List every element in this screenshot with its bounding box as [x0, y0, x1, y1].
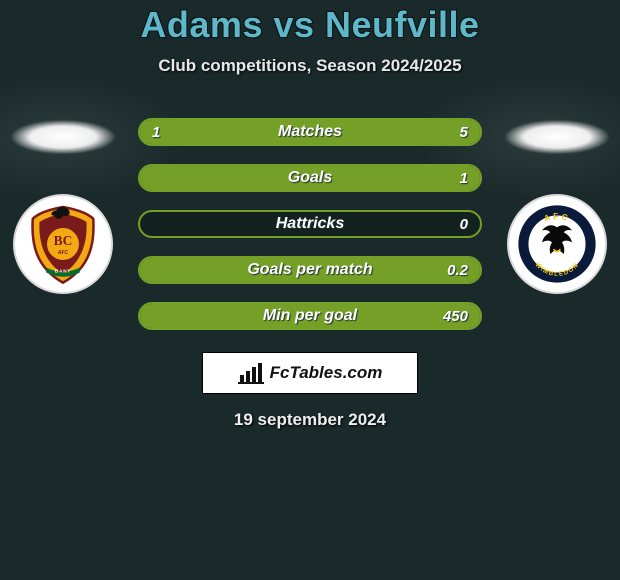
stat-bar: Goals per match0.2 [138, 256, 482, 284]
bars-logo-icon [238, 362, 264, 384]
crest-main-text: BC [54, 233, 73, 248]
stat-bar-fill-right [140, 304, 480, 328]
stats-bars: Matches15 Goals1 Hattricks0 Goals per match… [138, 118, 482, 330]
stat-bar: Min per goal450 [138, 302, 482, 330]
wimbledon-crest-icon: AFC WIMBLEDON [515, 202, 599, 286]
brand-badge: FcTables.com [202, 352, 418, 394]
halo-ellipse [11, 120, 115, 154]
content: Adams vs Neufville Club competitions, Se… [0, 0, 620, 430]
page-title: Adams vs Neufville [0, 4, 620, 46]
stat-bar-fill-right [140, 166, 480, 190]
left-player-zone: BC AFC BANT [8, 120, 118, 294]
date-text: 19 september 2024 [0, 410, 620, 430]
brand-text: FcTables.com [270, 363, 383, 383]
right-club-crest: AFC WIMBLEDON [507, 194, 607, 294]
stat-bar-label: Hattricks [140, 212, 480, 236]
stat-bar: Matches15 [138, 118, 482, 146]
stat-bar-fill-right [140, 258, 480, 282]
stat-bar-fill-right [197, 120, 480, 144]
crest-sub-text: AFC [58, 250, 69, 256]
left-club-crest: BC AFC BANT [13, 194, 113, 294]
stat-bar-fill-left [140, 120, 197, 144]
crest-band-text: BANT [55, 269, 71, 274]
halo-ellipse [505, 120, 609, 154]
bradford-crest-icon: BC AFC BANT [21, 202, 105, 286]
right-player-zone: AFC WIMBLEDON [502, 120, 612, 294]
stat-bar-value-right: 0 [460, 212, 468, 236]
stat-bar: Hattricks0 [138, 210, 482, 238]
stat-bar: Goals1 [138, 164, 482, 192]
page-subtitle: Club competitions, Season 2024/2025 [0, 56, 620, 76]
